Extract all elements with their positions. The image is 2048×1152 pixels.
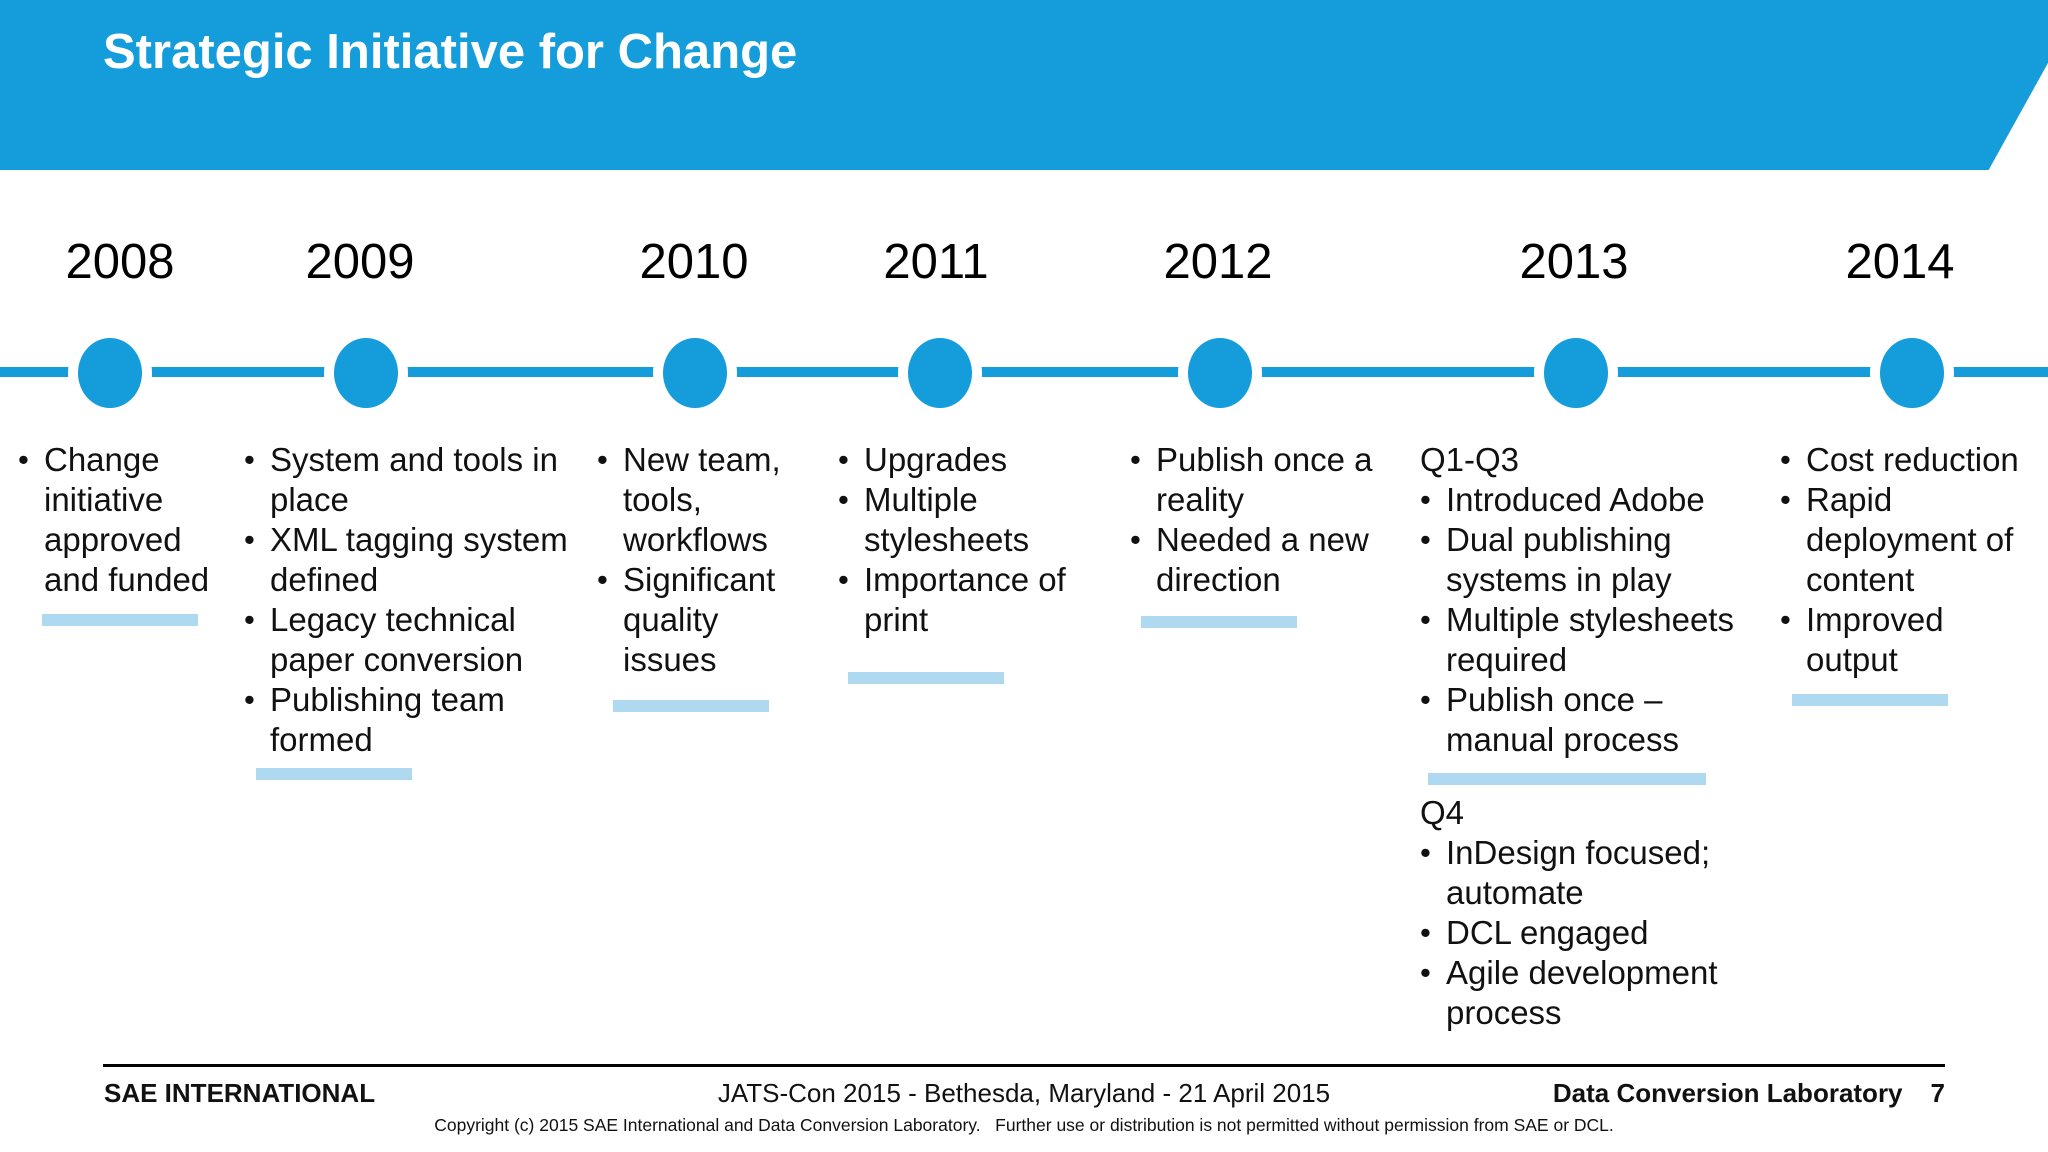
accent-bar (1428, 773, 1706, 785)
footer-copyright: Copyright (c) 2015 SAE International and… (434, 1115, 1614, 1135)
footer-page-number: 7 (1930, 1078, 1945, 1108)
header-bar (0, 0, 2048, 170)
bullet-item: Improved output (1780, 600, 2048, 680)
column-2014: Cost reduction Rapid deployment of conte… (1780, 440, 2048, 706)
timeline-marker-2009 (324, 328, 408, 418)
timeline-marker-2010 (653, 328, 737, 418)
bullet-item: Cost reduction (1780, 440, 2048, 480)
bullet-item: Upgrades (838, 440, 1138, 480)
bullet-item: Change initiative approved and funded (18, 440, 338, 600)
year-label-2011: 2011 (883, 235, 989, 289)
bullet-item: New team, tools, workflows (597, 440, 877, 560)
timeline-marker-2011 (898, 328, 982, 418)
bullet-item: Multiple stylesheets required (1420, 600, 1780, 680)
accent-bar (1792, 694, 1948, 706)
timeline-line (0, 367, 2048, 377)
accent-bar (613, 700, 769, 712)
year-label-2010: 2010 (639, 235, 749, 289)
bullet-item: Legacy technical paper conversion (244, 600, 574, 680)
column-2012: Publish once a reality Needed a new dire… (1130, 440, 1440, 628)
section-heading-q4: Q4 (1420, 794, 1465, 831)
footer-org-left: SAE INTERNATIONAL (104, 1078, 376, 1108)
year-label-2013: 2013 (1519, 235, 1629, 289)
bullet-item: Dual publishing systems in play (1420, 520, 1780, 600)
slide-title: Strategic Initiative for Change (103, 25, 798, 79)
bullet-item: System and tools in place (244, 440, 574, 520)
bullet-item: Rapid deployment of content (1780, 480, 2048, 600)
bullet-item: Publish once a reality (1130, 440, 1440, 520)
accent-bar (848, 672, 1004, 684)
column-2013: Q1-Q3 Introduced Adobe Dual publishing s… (1420, 440, 1780, 1033)
bullet-item: Agile development process (1420, 953, 1780, 1033)
bullet-item: DCL engaged (1420, 913, 1780, 953)
footer-org-right-label: Data Conversion Laboratory (1552, 1078, 1903, 1108)
year-label-2008: 2008 (65, 235, 175, 289)
timeline-marker-2013 (1534, 328, 1618, 418)
column-2009: System and tools in place XML tagging sy… (244, 440, 574, 780)
bullet-item: XML tagging system defined (244, 520, 574, 600)
column-2008: Change initiative approved and funded (18, 440, 338, 626)
footer-event-title: JATS-Con 2015 - Bethesda, Maryland - 21 … (717, 1078, 1331, 1108)
bullet-item: Importance of print (838, 560, 1138, 640)
bullet-item: Publish once – manual process (1420, 680, 1780, 760)
column-2011: Upgrades Multiple stylesheets Importance… (838, 440, 1138, 684)
timeline-marker-2014 (1870, 328, 1954, 418)
year-label-2014: 2014 (1845, 235, 1955, 289)
footer-divider (103, 1064, 1945, 1067)
bullet-item: Multiple stylesheets (838, 480, 1138, 560)
bullet-item: Significant quality issues (597, 560, 877, 680)
bullet-item: InDesign focused; automate (1420, 833, 1780, 913)
column-2010: New team, tools, workflows Significant q… (597, 440, 877, 712)
bullet-item: Publishing team formed (244, 680, 574, 760)
footer-org-right: Data Conversion Laboratory 7 (1553, 1078, 1945, 1108)
accent-bar (1141, 616, 1297, 628)
year-label-2012: 2012 (1163, 235, 1273, 289)
bullet-item: Needed a new direction (1130, 520, 1440, 600)
timeline-marker-2008 (68, 328, 152, 418)
year-label-2009: 2009 (305, 235, 415, 289)
timeline-marker-2012 (1178, 328, 1262, 418)
bullet-item: Introduced Adobe (1420, 480, 1780, 520)
section-heading-q1-q3: Q1-Q3 (1420, 441, 1520, 478)
accent-bar (256, 768, 412, 780)
accent-bar (42, 614, 198, 626)
